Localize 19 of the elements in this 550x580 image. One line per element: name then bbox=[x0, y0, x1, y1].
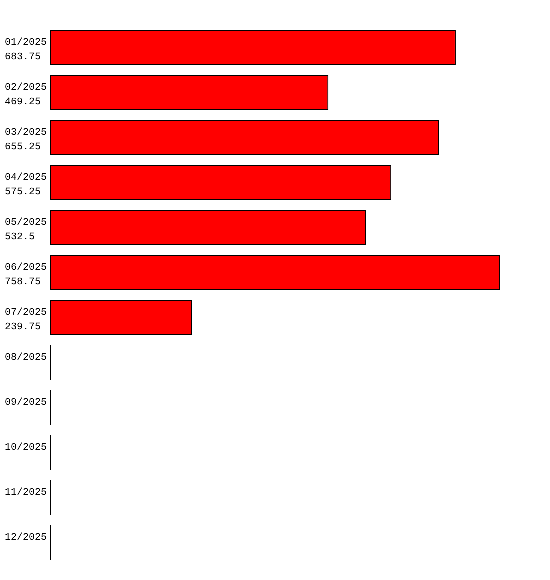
data-label: 532.5 bbox=[5, 232, 36, 244]
y-tick-label: 05/2025 bbox=[5, 216, 48, 229]
y-tick-label: 01/2025 bbox=[5, 36, 48, 49]
data-label: 469.25 bbox=[5, 97, 42, 108]
y-tick-label: 12/2025 bbox=[5, 532, 48, 544]
y-tick-label: 02/2025 bbox=[5, 82, 48, 94]
y-tick-label: 04/2025 bbox=[5, 172, 48, 184]
y-tick-label: 11/2025 bbox=[5, 486, 48, 499]
data-label: 683.75 bbox=[5, 52, 42, 64]
data-label: 239.75 bbox=[5, 322, 42, 334]
y-tick-label: 07/2025 bbox=[5, 306, 48, 319]
y-tick-label: 10/2025 bbox=[5, 442, 48, 454]
y-tick-label: 08/2025 bbox=[5, 352, 48, 364]
data-label: 655.25 bbox=[5, 142, 42, 154]
data-label: 575.25 bbox=[5, 187, 42, 198]
y-tick-label: 06/2025 bbox=[5, 262, 48, 274]
y-tick-label: 03/2025 bbox=[5, 126, 48, 139]
y-tick-label: 09/2025 bbox=[5, 396, 48, 409]
data-label: 758.75 bbox=[5, 277, 42, 288]
